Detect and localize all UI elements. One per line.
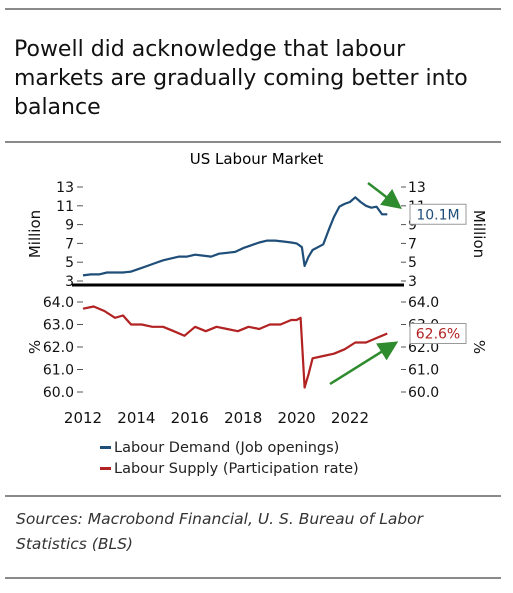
y-tick-right: 13: [408, 180, 426, 196]
legend-item-supply: Labour Supply (Participation rate): [100, 461, 359, 477]
demand-trend-arrow: [367, 182, 402, 210]
y-tick-left: 62.0: [43, 340, 74, 356]
demand-series-line: [82, 196, 388, 277]
y-tick-left: 9: [65, 218, 74, 234]
job-openings-panel: 3355779911111313MillionMillion10.1M: [26, 180, 488, 290]
y-tick-right: 9: [408, 218, 417, 234]
supply-series-line: [82, 305, 388, 389]
y-axis-label-left: %: [26, 340, 44, 354]
supply-end-value-label: 62.6%: [416, 327, 460, 343]
y-tick-left: 7: [65, 236, 74, 252]
supply-trend-arrow: [329, 341, 399, 386]
y-axis-label-left: Million: [26, 210, 44, 258]
participation-panel: 60.060.061.061.062.062.063.063.064.064.0…: [26, 295, 488, 401]
y-tick-right: 7: [408, 236, 417, 252]
sources-rule: [5, 495, 501, 497]
annotations: [329, 182, 402, 386]
y-axis-label-right: %: [470, 340, 488, 354]
y-tick-right: 60.0: [408, 385, 439, 401]
x-tick-label: 2020: [277, 409, 315, 427]
y-tick-left: 63.0: [43, 318, 74, 334]
y-tick-left: 61.0: [43, 363, 74, 379]
x-tick-label: 2016: [171, 409, 209, 427]
x-tick-label: 2014: [117, 409, 155, 427]
legend-label-supply: Labour Supply (Participation rate): [114, 461, 359, 477]
demand-end-value-label: 10.1M: [416, 207, 459, 223]
y-tick-right: 5: [408, 255, 417, 271]
y-tick-left: 13: [56, 180, 74, 196]
y-tick-right: 61.0: [408, 363, 439, 379]
headline-rule: [5, 141, 501, 143]
y-tick-left: 64.0: [43, 295, 74, 311]
legend-label-demand: Labour Demand (Job openings): [114, 440, 340, 456]
y-tick-right: 3: [408, 274, 417, 290]
demand-end-value-box: [409, 203, 467, 225]
y-tick-left: 11: [56, 199, 74, 215]
sources-note: Sources: Macrobond Financial, U. S. Bure…: [16, 510, 424, 553]
labour-market-chart: 3355779911111313MillionMillion10.1M 60.0…: [26, 180, 488, 427]
x-tick-label: 2022: [331, 409, 369, 427]
legend-swatch-demand: [100, 445, 111, 449]
headline: Powell did acknowledge that labour marke…: [14, 37, 468, 120]
bottom-rule: [5, 577, 501, 579]
supply-end-value-box: [409, 323, 467, 344]
y-tick-left: 3: [65, 274, 74, 290]
x-axis: 2012 2014 2016 2018 2020 2022: [64, 283, 404, 427]
y-tick-right: 64.0: [408, 295, 439, 311]
x-tick-label: 2018: [224, 409, 262, 427]
top-rule: [5, 8, 501, 10]
chart-title: US Labour Market: [189, 150, 324, 168]
legend-swatch-supply: [100, 466, 111, 470]
y-tick-left: 5: [65, 255, 74, 271]
legend-item-demand: Labour Demand (Job openings): [100, 440, 339, 456]
x-tick-label: 2012: [64, 409, 102, 427]
y-axis-label-right: Million: [470, 210, 488, 258]
y-tick-left: 60.0: [43, 385, 74, 401]
